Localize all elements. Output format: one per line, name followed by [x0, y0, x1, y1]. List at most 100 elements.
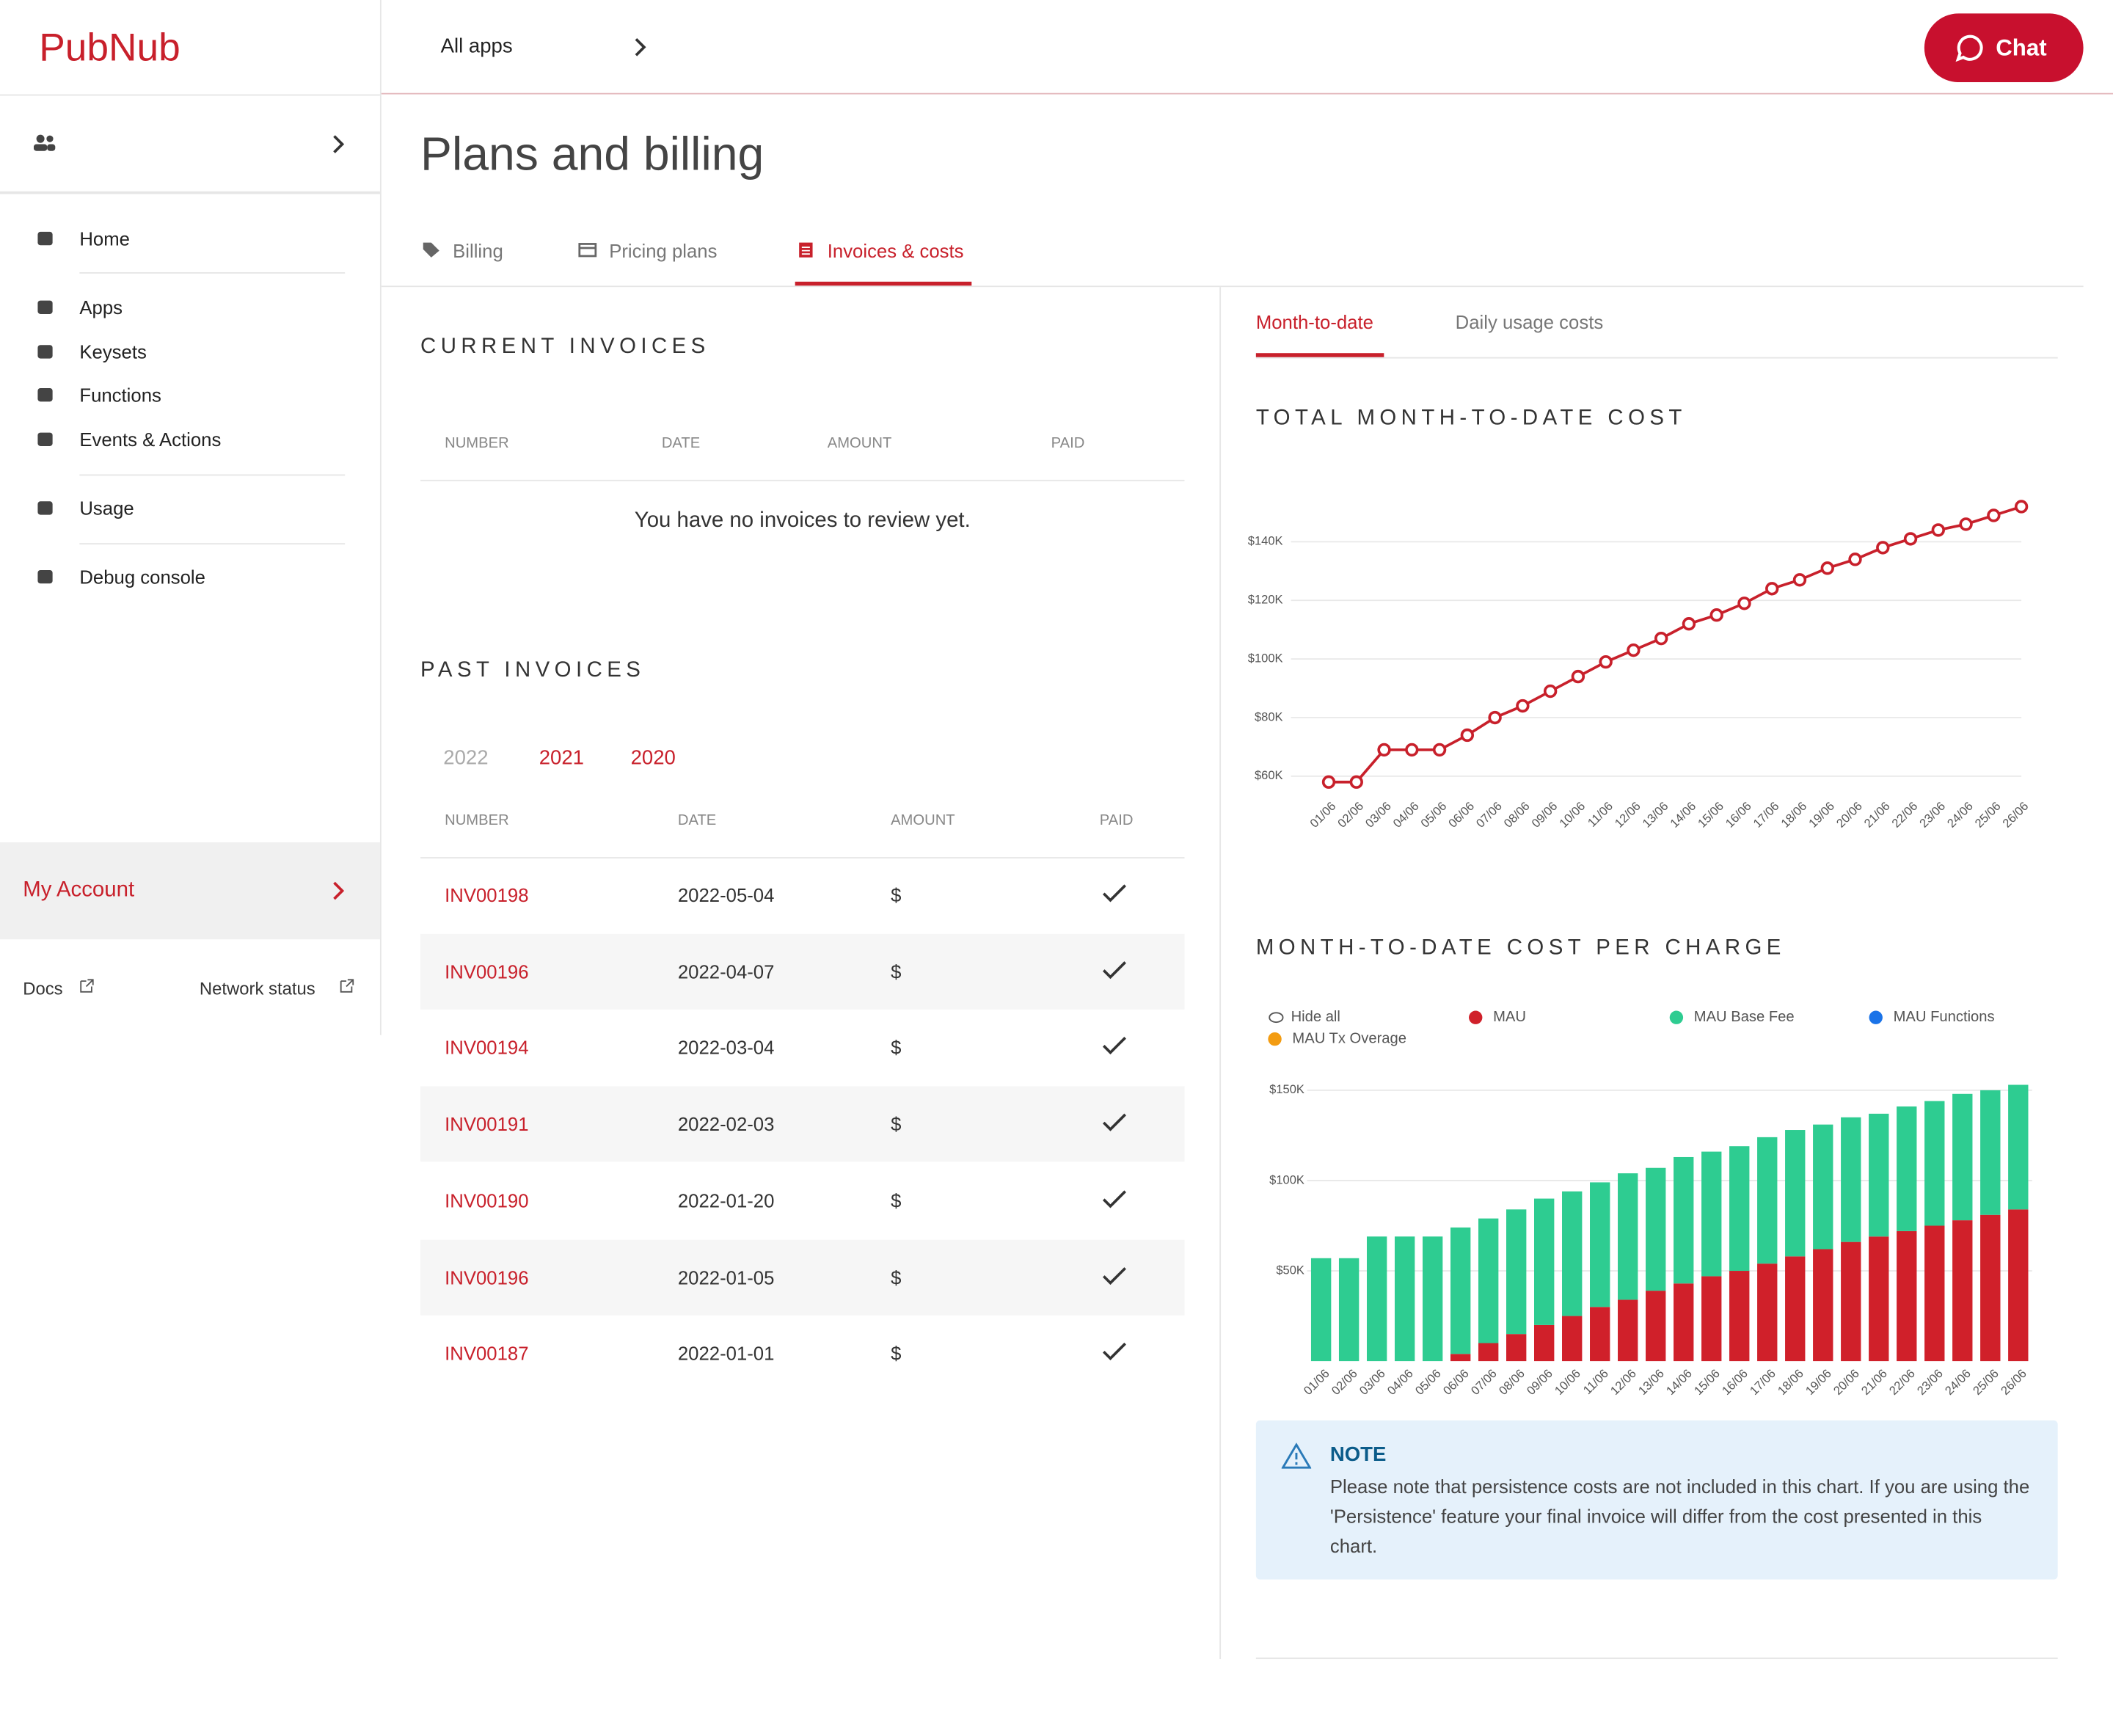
invoice-date: 2022-01-20 [677, 1189, 775, 1211]
nav-item[interactable]: Apps [79, 296, 123, 318]
invoice-number[interactable]: INV00194 [445, 1037, 529, 1059]
invoice-date: 2022-01-01 [677, 1342, 775, 1365]
bar-segment [1980, 1090, 2001, 1215]
invoice-number[interactable]: INV00198 [445, 883, 529, 906]
nav-icon[interactable] [37, 501, 53, 515]
bar-segment [1562, 1316, 1583, 1362]
x-tick-label: 26/06 [2000, 799, 2032, 831]
bar-segment [1701, 1151, 1722, 1277]
invoice-number[interactable]: INV00196 [445, 960, 529, 982]
bar-segment [1729, 1271, 1750, 1362]
bar-segment [1785, 1256, 1806, 1362]
chevron[interactable] [330, 134, 346, 155]
point [1959, 517, 1973, 531]
nav-item[interactable]: Keysets [79, 340, 147, 363]
x-tick-label: 16/06 [1723, 799, 1754, 831]
nav-item[interactable]: Home [79, 227, 130, 249]
tab[interactable]: Pricing plans [609, 239, 718, 262]
invoice-number[interactable]: INV00196 [445, 1266, 529, 1288]
cost-tab-active[interactable]: Month-to-date [1255, 311, 1373, 333]
year-tab[interactable]: 2021 [539, 746, 584, 770]
external-icon [340, 979, 354, 993]
point [1848, 552, 1862, 566]
chat-icon[interactable] [1955, 34, 1985, 63]
column-header: AMOUNT [891, 812, 955, 829]
column-header: DATE [661, 435, 701, 452]
tab-underline [795, 281, 972, 286]
column-header: AMOUNT [827, 435, 892, 452]
nav-item[interactable]: Events & Actions [79, 428, 222, 451]
invoice-date: 2022-04-07 [677, 960, 775, 982]
nav-icon[interactable] [37, 432, 53, 446]
tab-underline [1255, 353, 1384, 357]
bar-segment [1478, 1218, 1499, 1343]
x-tick-label: 15/06 [1691, 1366, 1723, 1398]
team-icon[interactable] [33, 134, 58, 153]
tag-icon[interactable] [422, 241, 441, 259]
account-bar[interactable] [0, 842, 380, 940]
x-tick-label: 04/06 [1384, 1366, 1416, 1398]
paid-check [1102, 1343, 1126, 1361]
year-tab[interactable]: 2020 [630, 746, 676, 770]
x-tick-label: 14/06 [1668, 799, 1699, 831]
nav-item[interactable]: Usage [79, 497, 134, 519]
nav-icon[interactable] [37, 231, 53, 246]
nav-icon[interactable] [37, 300, 53, 314]
cost-tab[interactable]: Daily usage costs [1455, 311, 1604, 333]
year-tab[interactable]: 2022 [443, 746, 489, 770]
chat-label[interactable]: Chat [1996, 34, 2047, 61]
tab[interactable]: Billing [453, 239, 503, 262]
note-text: Please note that persistence costs are n… [1329, 1476, 2030, 1557]
account-link[interactable]: My Account [23, 878, 135, 902]
chat-button[interactable] [1924, 13, 2084, 83]
x-tick-label: 17/06 [1751, 799, 1782, 831]
chevron[interactable] [330, 880, 346, 901]
nav-icon[interactable] [37, 345, 53, 359]
y-tick-label: $60K [1255, 768, 1283, 782]
tab-active[interactable]: Invoices & costs [827, 239, 964, 262]
bar-segment [1590, 1182, 1610, 1308]
bar-segment [1646, 1167, 1666, 1291]
logo[interactable]: PubNub [39, 26, 180, 70]
legend-label: MAU [1493, 1009, 1526, 1025]
card-icon[interactable] [578, 243, 597, 258]
invoice-icon[interactable] [798, 241, 814, 259]
point [1321, 775, 1336, 789]
invoice-number[interactable]: INV00191 [445, 1113, 529, 1135]
section-title: PAST INVOICES [420, 659, 646, 682]
chart-title: MONTH-TO-DATE COST PER CHARGE [1255, 936, 1786, 960]
point [1432, 743, 1447, 757]
bar-segment [1618, 1173, 1638, 1300]
invoice-number[interactable]: INV00190 [445, 1189, 529, 1211]
y-tick-label: $140K [1248, 534, 1283, 548]
bar-segment [1729, 1146, 1750, 1272]
footer-link[interactable]: Network status [199, 978, 315, 999]
bar-segment [1841, 1117, 1861, 1242]
bar-segment [1450, 1354, 1471, 1362]
point [1516, 699, 1530, 713]
bar-segment [1506, 1209, 1527, 1335]
legend-swatch [1669, 1010, 1684, 1024]
x-tick-label: 26/06 [1998, 1366, 2029, 1398]
bar-segment [1366, 1236, 1387, 1362]
paid-check [1102, 1037, 1126, 1055]
footer-link[interactable]: Docs [23, 978, 63, 999]
nav-icon[interactable] [37, 387, 53, 402]
nav-item[interactable]: Functions [79, 384, 161, 406]
x-tick-label: 18/06 [1778, 799, 1810, 831]
x-tick-label: 16/06 [1719, 1366, 1751, 1398]
point [1931, 523, 1945, 537]
note-box [1255, 1420, 2058, 1580]
bar-segment [1952, 1220, 1973, 1362]
chevron[interactable] [632, 37, 648, 58]
app-selector[interactable]: All apps [440, 34, 513, 58]
bar-segment [1869, 1113, 1889, 1237]
note-title: NOTE [1329, 1443, 1387, 1467]
nav-item[interactable]: Debug console [79, 566, 205, 588]
x-tick-label: 20/06 [1831, 1366, 1862, 1398]
nav-icon[interactable] [37, 569, 53, 584]
invoice-number[interactable]: INV00187 [445, 1342, 529, 1365]
bar-segment [1338, 1258, 1360, 1362]
x-tick-label: 10/06 [1552, 1366, 1583, 1398]
